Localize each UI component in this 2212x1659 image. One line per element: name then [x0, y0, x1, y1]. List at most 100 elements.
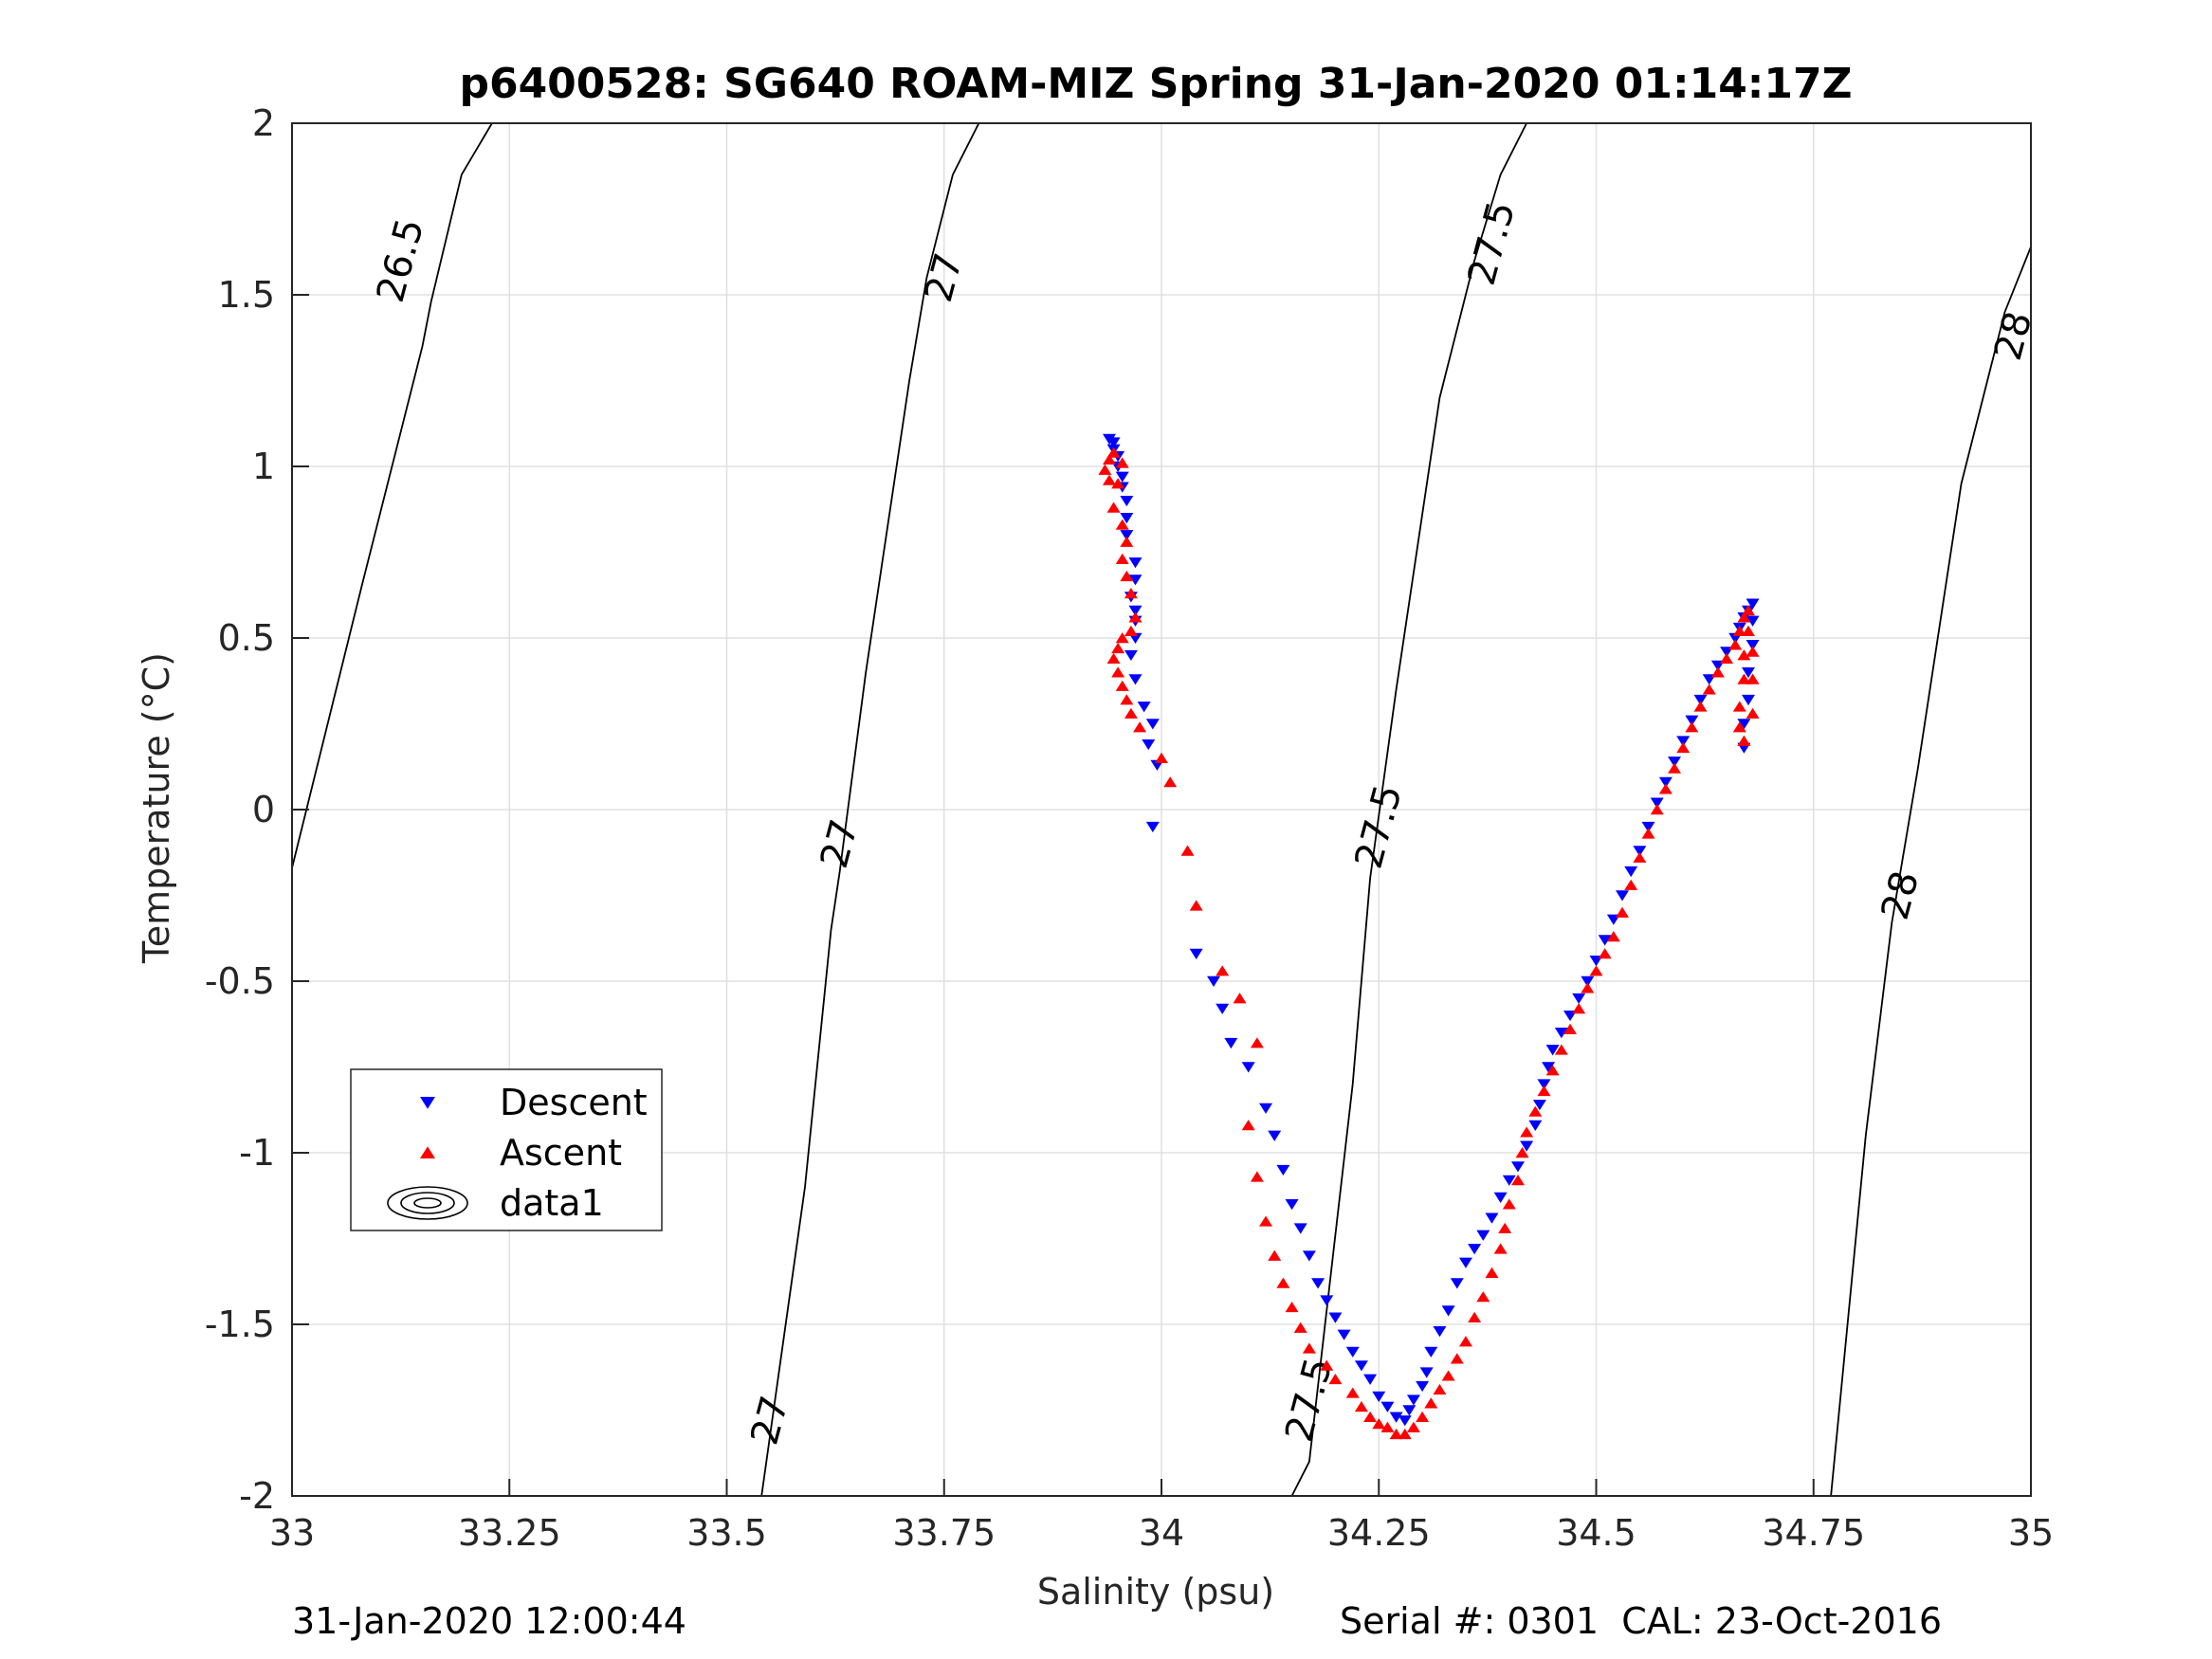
marker-ascent [1441, 1370, 1455, 1381]
x-tick-label: 33.5 [686, 1512, 767, 1554]
marker-ascent [1241, 1120, 1255, 1131]
marker-descent [1120, 513, 1134, 524]
marker-descent [1320, 1295, 1334, 1306]
marker-ascent [1380, 1421, 1395, 1432]
marker-ascent [1737, 649, 1751, 661]
marker-descent [1537, 1079, 1551, 1090]
marker-ascent [1498, 1222, 1512, 1233]
marker-ascent [1685, 721, 1699, 733]
marker-ascent [1589, 965, 1603, 976]
marker-ascent [1458, 1336, 1472, 1347]
marker-descent [1398, 1415, 1412, 1427]
marker-descent [1337, 1329, 1351, 1340]
marker-descent [1468, 1244, 1482, 1255]
legend: Descent Ascent data1 [350, 1068, 663, 1231]
marker-ascent [1285, 1301, 1299, 1313]
marker-ascent [1554, 1044, 1568, 1055]
marker-descent [1581, 975, 1595, 987]
marker-descent [1189, 948, 1203, 959]
marker-ascent [1746, 646, 1760, 657]
marker-ascent [1468, 1311, 1482, 1323]
marker-ascent [1102, 474, 1116, 485]
marker-descent [1128, 574, 1143, 586]
marker-ascent [1106, 652, 1121, 664]
marker-ascent [1163, 776, 1178, 788]
marker-ascent [1120, 536, 1134, 547]
marker-ascent [1485, 1267, 1499, 1278]
y-tick-label: -0.5 [205, 960, 275, 1002]
marker-descent [1120, 530, 1134, 541]
marker-descent [1424, 1346, 1438, 1358]
contour-line-26.5 [292, 123, 493, 868]
marker-ascent [1115, 553, 1129, 564]
marker-descent [1624, 866, 1638, 878]
marker-descent [1641, 821, 1655, 833]
legend-contour-icon [387, 1186, 468, 1220]
chart-title: p6400528: SG640 ROAM-MIZ Spring 31-Jan-2… [459, 60, 1852, 108]
legend-descent-marker [420, 1097, 435, 1109]
x-tick-label: 34.25 [1327, 1512, 1431, 1554]
marker-descent [1676, 736, 1691, 747]
marker-ascent [1115, 680, 1129, 691]
marker-ascent [1520, 1126, 1534, 1138]
marker-ascent [1450, 1353, 1464, 1364]
marker-ascent [1328, 1373, 1343, 1385]
marker-descent [1528, 1120, 1543, 1131]
contour-line-27.5 [1290, 123, 1527, 1496]
marker-ascent [1268, 1249, 1282, 1261]
marker-descent [1259, 1103, 1273, 1114]
marker-ascent [1259, 1215, 1273, 1227]
marker-descent [1145, 821, 1160, 833]
marker-descent [1276, 1164, 1290, 1176]
marker-descent [1493, 1192, 1508, 1204]
marker-descent [1363, 1374, 1378, 1385]
marker-ascent [1737, 673, 1751, 684]
marker-ascent [1633, 851, 1647, 863]
marker-descent [1658, 776, 1673, 788]
marker-descent [1668, 757, 1682, 768]
marker-ascent [1616, 906, 1630, 918]
x-tick-label: 34 [1139, 1512, 1184, 1554]
legend-ascent-marker [420, 1146, 435, 1158]
legend-contour-icon [400, 1192, 455, 1214]
marker-ascent [1668, 762, 1682, 774]
marker-descent [1545, 1045, 1560, 1056]
x-tick-label: 34.5 [1556, 1512, 1636, 1554]
marker-descent [1746, 615, 1760, 627]
marker-descent [1406, 1395, 1420, 1406]
y-axis-label: Temperature (°C) [136, 652, 177, 964]
marker-ascent [1102, 453, 1116, 465]
marker-ascent [1732, 721, 1746, 733]
marker-ascent [1124, 625, 1138, 637]
marker-descent [1458, 1257, 1472, 1268]
marker-descent [1207, 975, 1221, 987]
marker-descent [1502, 1175, 1516, 1186]
x-tick-label: 33.75 [892, 1512, 996, 1554]
marker-ascent [1741, 625, 1755, 637]
marker-ascent [1124, 707, 1138, 719]
marker-ascent [1476, 1291, 1490, 1303]
marker-ascent [1606, 930, 1620, 942]
marker-ascent [1180, 845, 1195, 856]
legend-descent-label: Descent [500, 1082, 648, 1123]
marker-ascent [1120, 570, 1134, 582]
marker-descent [1380, 1401, 1395, 1413]
marker-ascent [1115, 457, 1129, 468]
marker-descent [1598, 935, 1612, 946]
marker-descent [1741, 694, 1755, 706]
marker-descent [1433, 1325, 1447, 1338]
marker-descent [1345, 1346, 1360, 1358]
y-tick-label: 2 [252, 102, 275, 144]
marker-descent [1293, 1223, 1307, 1234]
marker-ascent [1732, 625, 1746, 637]
marker-ascent [1676, 741, 1691, 754]
x-tick-label: 35 [2008, 1512, 2054, 1554]
marker-ascent [1120, 694, 1134, 705]
marker-descent [1693, 694, 1708, 706]
axis-ticks: 33 33.25 33.5 33.75 34 34.25 34.5 34.75 35 -2 -1.5… [205, 102, 2054, 1554]
marker-descent [1372, 1391, 1386, 1402]
marker-descent [1145, 719, 1160, 730]
marker-ascent [1389, 1428, 1403, 1440]
marker-descent [1485, 1212, 1499, 1224]
marker-ascent [1528, 1105, 1543, 1117]
